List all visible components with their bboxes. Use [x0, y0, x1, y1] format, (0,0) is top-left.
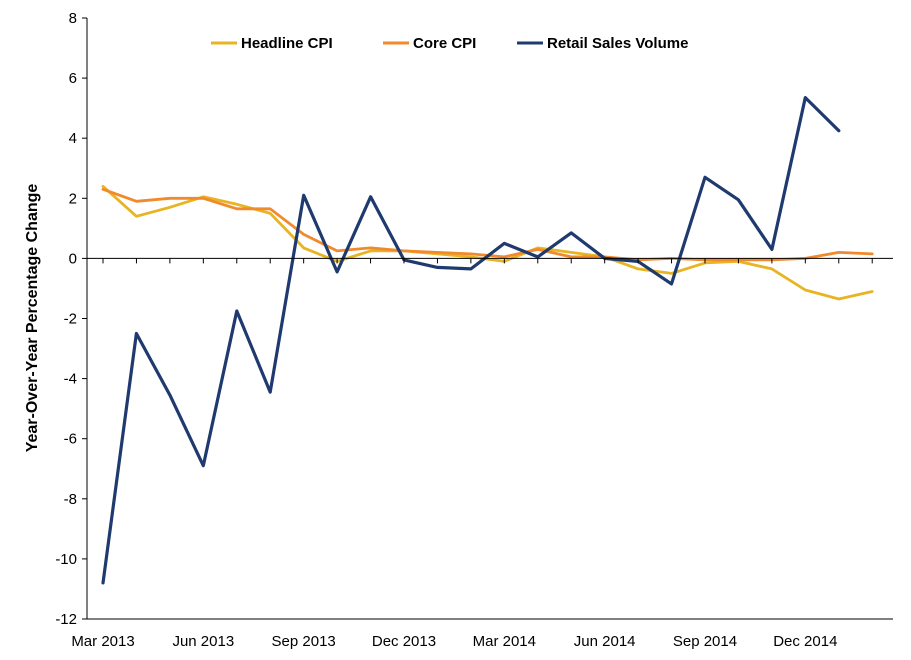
- legend-label: Retail Sales Volume: [547, 35, 688, 52]
- y-tick-label: 0: [69, 250, 77, 267]
- x-tick-label: Jun 2014: [574, 633, 636, 650]
- x-tick-label: Sep 2014: [673, 633, 737, 650]
- x-tick-label: Mar 2013: [71, 633, 134, 650]
- legend-label: Core CPI: [413, 35, 476, 52]
- plot-lines: [101, 96, 874, 585]
- y-tick-label: -6: [64, 431, 77, 448]
- legend: Headline CPI Core CPI Retail Sales Volume: [211, 35, 688, 52]
- y-tick-label: 4: [69, 130, 77, 147]
- y-tick-label: -12: [55, 611, 77, 628]
- series-line-headline-cpi: [101, 184, 874, 301]
- y-tick-label: -2: [64, 311, 77, 328]
- legend-label: Headline CPI: [241, 35, 333, 52]
- x-tick-label: Mar 2014: [473, 633, 536, 650]
- y-tick-label: -4: [64, 371, 77, 388]
- y-tick-label: 6: [69, 70, 77, 87]
- x-tick-label: Jun 2013: [172, 633, 234, 650]
- x-tick-label: Dec 2014: [773, 633, 837, 650]
- series-line-retail-sales-volume: [101, 96, 841, 585]
- x-tick-label: Dec 2013: [372, 633, 436, 650]
- y-tick-label: -10: [55, 551, 77, 568]
- y-tick-label: -8: [64, 491, 77, 508]
- y-tick-label: 8: [69, 10, 77, 27]
- x-axis-ticks: Mar 2013 Jun 2013 Sep 2013 Dec 2013 Mar 2014…: [71, 258, 873, 650]
- y-axis-ticks: 8 6 4 2 0 -2 -4 -6 -8 -10 -12: [55, 10, 87, 628]
- y-axis-title: Year-Over-Year Percentage Change: [24, 184, 41, 453]
- x-tick-label: Sep 2013: [272, 633, 336, 650]
- y-tick-label: 2: [69, 190, 77, 207]
- axes: [86, 18, 893, 620]
